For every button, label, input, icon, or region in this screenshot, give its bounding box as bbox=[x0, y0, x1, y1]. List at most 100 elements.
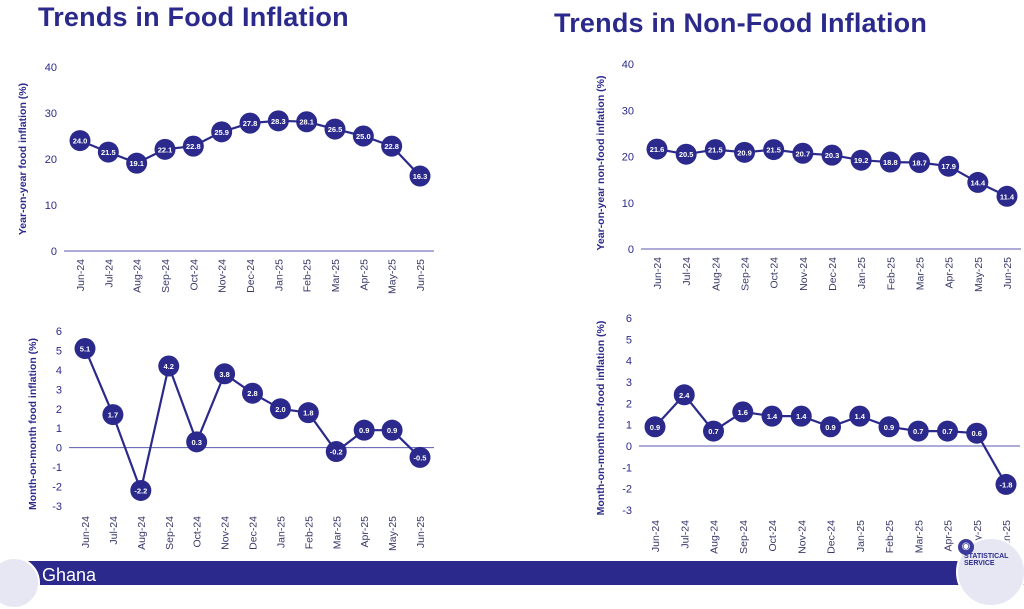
y-tick-label: 0 bbox=[56, 443, 62, 455]
x-tick-label: Apr-25 bbox=[359, 516, 371, 548]
x-tick-label: Oct-24 bbox=[192, 516, 204, 548]
data-point-marker bbox=[967, 171, 989, 193]
data-label: 19.1 bbox=[129, 159, 144, 168]
y-tick-label: 10 bbox=[622, 198, 634, 210]
x-tick-label: Dec-24 bbox=[827, 257, 839, 291]
data-point-marker bbox=[130, 479, 152, 501]
x-tick-label: Mar-25 bbox=[331, 516, 343, 549]
data-point-marker bbox=[69, 130, 91, 152]
x-tick-label: Oct-24 bbox=[188, 259, 200, 291]
data-label: 0.7 bbox=[942, 427, 952, 436]
y-tick-label: 30 bbox=[622, 105, 634, 117]
x-tick-label: Aug-24 bbox=[136, 516, 148, 550]
y-tick-label: 20 bbox=[45, 154, 57, 166]
y-tick-label: 0 bbox=[626, 441, 632, 453]
data-label: 27.8 bbox=[243, 119, 258, 128]
y-tick-label: 1 bbox=[56, 423, 62, 435]
food-chart-title: Trends in Food Inflation bbox=[38, 2, 349, 32]
x-tick-label: Aug-24 bbox=[710, 257, 722, 291]
footer-bar: Ghana STATISTICAL SERVICE bbox=[0, 537, 1024, 609]
x-tick-label: May-25 bbox=[387, 259, 399, 294]
data-label: 0.3 bbox=[191, 438, 201, 447]
data-label: 25.0 bbox=[356, 132, 371, 141]
y-tick-label: -1 bbox=[622, 462, 632, 474]
data-point-marker bbox=[186, 431, 208, 453]
x-tick-label: Dec-24 bbox=[826, 520, 838, 554]
y-axis-label: Year-on-year non-food inflation (%) bbox=[595, 76, 607, 251]
data-label: 22.8 bbox=[186, 142, 201, 151]
data-label: 22.8 bbox=[384, 142, 399, 151]
x-tick-label: Jun-24 bbox=[650, 520, 662, 552]
data-point-marker bbox=[353, 419, 375, 441]
data-point-marker bbox=[792, 142, 814, 164]
data-label: 1.6 bbox=[738, 408, 748, 417]
data-point-marker bbox=[732, 401, 754, 423]
data-point-marker bbox=[409, 446, 431, 468]
data-label: 4.2 bbox=[164, 362, 174, 371]
x-tick-label: Feb-25 bbox=[884, 520, 896, 553]
y-tick-label: 2 bbox=[56, 404, 62, 416]
data-label: 0.6 bbox=[972, 429, 982, 438]
data-point-marker bbox=[675, 143, 697, 165]
x-tick-label: Jul-24 bbox=[679, 520, 691, 549]
x-tick-label: Dec-24 bbox=[245, 259, 257, 293]
series-line bbox=[83, 348, 421, 492]
data-label: 28.1 bbox=[299, 118, 314, 127]
data-label: 20.9 bbox=[737, 148, 752, 157]
data-point-marker bbox=[239, 112, 261, 134]
x-tick-label: Sep-24 bbox=[740, 257, 752, 291]
y-tick-label: -3 bbox=[52, 501, 62, 513]
data-label: 2.8 bbox=[247, 389, 257, 398]
y-tick-label: -3 bbox=[622, 505, 632, 517]
x-tick-label: Nov-24 bbox=[217, 259, 229, 293]
data-label: 0.9 bbox=[387, 426, 397, 435]
data-point-marker bbox=[879, 151, 901, 173]
data-label: 1.7 bbox=[108, 411, 118, 420]
y-tick-label: 10 bbox=[45, 200, 57, 212]
camera-icon[interactable]: ◉ bbox=[958, 539, 974, 555]
x-tick-label: Mar-25 bbox=[915, 257, 927, 290]
y-tick-label: 5 bbox=[56, 345, 62, 357]
data-label: 0.9 bbox=[650, 423, 660, 432]
x-tick-label: Jul-24 bbox=[103, 259, 115, 288]
data-point-marker bbox=[821, 144, 843, 166]
data-point-marker bbox=[381, 419, 403, 441]
data-point-marker bbox=[996, 185, 1018, 207]
x-tick-label: Jan-25 bbox=[856, 257, 868, 289]
data-point-marker bbox=[646, 138, 668, 160]
data-label: 1.8 bbox=[303, 409, 313, 418]
x-tick-label: Feb-25 bbox=[885, 257, 897, 290]
data-point-marker bbox=[644, 416, 666, 438]
x-tick-label: Aug-24 bbox=[132, 259, 144, 293]
y-axis-label: Month-on-month food inflation (%) bbox=[27, 338, 39, 510]
y-tick-label: 0 bbox=[51, 246, 57, 258]
x-tick-label: Jun-24 bbox=[652, 257, 664, 289]
data-point-marker bbox=[850, 149, 872, 171]
y-tick-label: -2 bbox=[622, 484, 632, 496]
data-point-marker bbox=[182, 135, 204, 157]
data-point-marker bbox=[158, 355, 180, 377]
y-tick-label: 20 bbox=[622, 152, 634, 164]
x-tick-label: Aug-24 bbox=[709, 520, 721, 554]
data-label: 11.4 bbox=[1000, 192, 1015, 201]
data-label: 28.3 bbox=[271, 117, 286, 126]
x-tick-label: Jun-24 bbox=[75, 259, 87, 291]
data-point-marker bbox=[74, 338, 96, 359]
data-point-marker bbox=[269, 398, 291, 420]
x-tick-label: Jun-25 bbox=[415, 259, 427, 291]
y-tick-label: 6 bbox=[56, 326, 62, 338]
x-tick-label: Sep-24 bbox=[164, 516, 176, 550]
data-point-marker bbox=[97, 141, 119, 163]
y-tick-label: 5 bbox=[626, 334, 632, 346]
data-label: 20.7 bbox=[796, 149, 811, 158]
y-tick-label: 40 bbox=[622, 59, 634, 71]
data-point-marker bbox=[734, 141, 755, 163]
data-point-marker bbox=[154, 138, 176, 160]
data-label: 5.1 bbox=[80, 345, 90, 354]
x-tick-label: Sep-24 bbox=[738, 520, 750, 554]
x-tick-label: Mar-25 bbox=[913, 520, 925, 553]
statistical-service-seal-icon bbox=[0, 557, 40, 609]
data-point-marker bbox=[909, 152, 930, 174]
data-label: 21.5 bbox=[708, 146, 723, 155]
x-tick-label: May-25 bbox=[973, 257, 985, 292]
